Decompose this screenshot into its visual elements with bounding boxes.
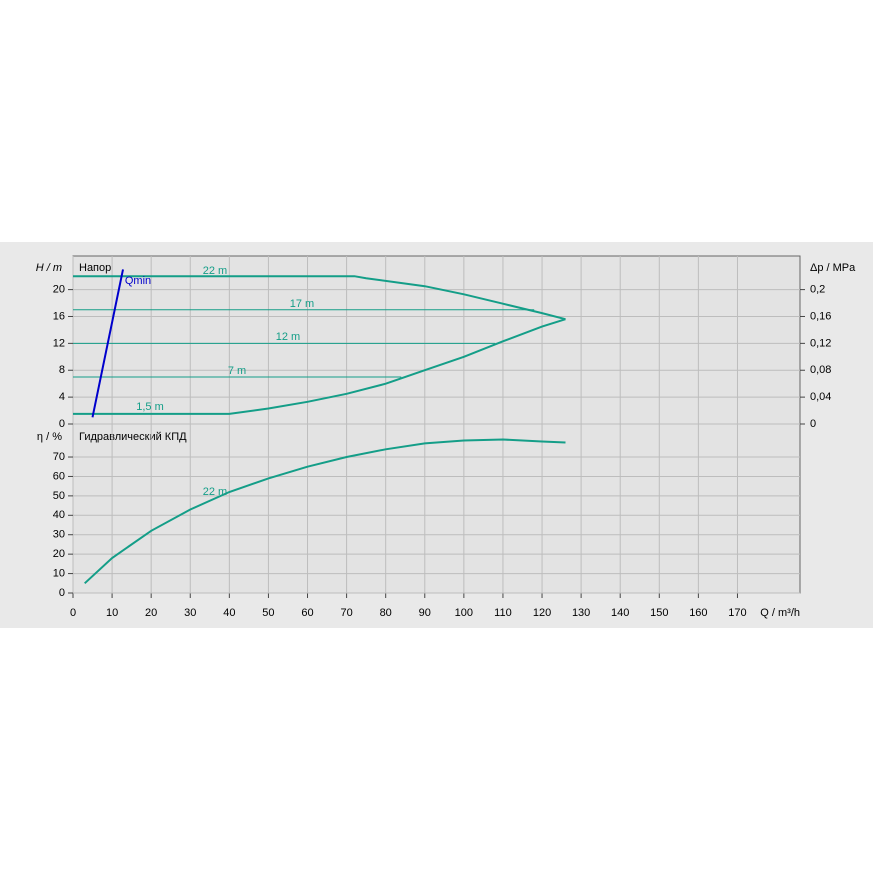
curve-label: 22 m <box>203 486 227 498</box>
y-tick-label: 0 <box>59 418 65 430</box>
y-tick-label: 60 <box>53 470 65 482</box>
curve-label: 22 m <box>203 265 227 277</box>
x-tick-label: 100 <box>455 607 473 619</box>
y-tick-label: 12 <box>53 337 65 349</box>
curve <box>84 438 566 585</box>
x-tick-label: 40 <box>223 607 235 619</box>
y-tick-label: 20 <box>53 548 65 560</box>
y-tick-label: 8 <box>59 364 65 376</box>
curve-label: 1,5 m <box>136 401 164 413</box>
x-tick-label: 130 <box>572 607 590 619</box>
y-tick-label: 0 <box>59 587 65 599</box>
x-tick-label: 80 <box>380 607 392 619</box>
x-tick-label: 20 <box>145 607 157 619</box>
x-tick-label: 10 <box>106 607 118 619</box>
y-tick-label: 4 <box>59 391 65 403</box>
y-tick-label: 50 <box>53 490 65 502</box>
y-label: η / % <box>37 431 62 443</box>
y2-tick-label: 0,16 <box>810 310 831 322</box>
chart-title: Гидравлический КПД <box>79 431 187 443</box>
x-tick-label: 160 <box>689 607 707 619</box>
x-tick-label: 120 <box>533 607 551 619</box>
y2-label: Δp / MPa <box>810 262 856 274</box>
y-tick-label: 40 <box>53 509 65 521</box>
x-tick-label: 30 <box>184 607 196 619</box>
x-tick-label: 70 <box>340 607 352 619</box>
curve <box>73 275 566 321</box>
x-tick-label: 150 <box>650 607 668 619</box>
x-tick-label: 50 <box>262 607 274 619</box>
y2-tick-label: 0,08 <box>810 364 831 376</box>
y2-tick-label: 0,2 <box>810 284 825 296</box>
x-tick-label: 170 <box>728 607 746 619</box>
curve <box>73 318 566 415</box>
y-label: H / m <box>36 262 62 274</box>
y-tick-label: 70 <box>53 451 65 463</box>
y-tick-label: 16 <box>53 310 65 322</box>
x-tick-label: 60 <box>301 607 313 619</box>
y-tick-label: 10 <box>53 567 65 579</box>
curve-label: Qmin <box>125 275 151 287</box>
x-tick-label: 90 <box>419 607 431 619</box>
chart-title: Напор <box>79 262 111 274</box>
x-tick-label: 140 <box>611 607 629 619</box>
curve <box>91 269 124 418</box>
x-tick-label: 110 <box>494 607 512 619</box>
x-label: Q / m³/h <box>760 607 800 619</box>
y-tick-label: 30 <box>53 529 65 541</box>
x-tick-label: 0 <box>70 607 76 619</box>
y2-tick-label: 0,04 <box>810 391 831 403</box>
curve-label: 12 m <box>276 331 300 343</box>
y-tick-label: 20 <box>53 284 65 296</box>
curve-label: 17 m <box>290 298 314 310</box>
y2-tick-label: 0 <box>810 418 816 430</box>
y2-tick-label: 0,12 <box>810 337 831 349</box>
curve-label: 7 m <box>228 365 246 377</box>
